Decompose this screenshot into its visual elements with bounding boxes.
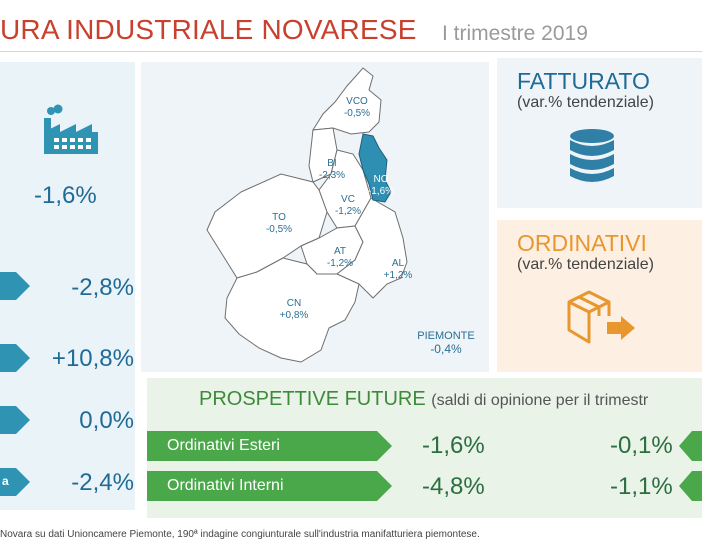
ordinativi-esteri-value-2: -0,1% — [610, 432, 673, 459]
ordinativi-interni-value-2: -1,1% — [610, 473, 673, 500]
source-note: Novara su dati Unioncamere Piemonte, 190… — [0, 529, 480, 540]
indicator-tab-2 — [0, 344, 30, 372]
map-region-cn — [224, 257, 360, 363]
box-icon — [567, 290, 635, 344]
map-label-cn: CN +0,8% — [279, 298, 309, 321]
fatturato-panel: FATTURATO (var.% tendenziale) — [497, 58, 702, 208]
map-label-al: AL +1,2% — [383, 258, 413, 281]
map-label-vc: VC -1,2% — [334, 194, 362, 217]
header-divider — [0, 51, 702, 52]
ordinativi-interni-tab: Ordinativi Interni — [147, 471, 392, 501]
prospettive-title: PROSPETTIVE FUTURE (saldi di opinione pe… — [199, 388, 649, 410]
piemonte-map — [206, 67, 408, 363]
ordinativi-esteri-value: -1,6% — [422, 432, 485, 459]
indicator-value-1: -2,8% — [71, 274, 134, 301]
ordinativi-esteri-tab: Ordinativi Esteri — [147, 431, 392, 461]
indicator-value-3: 0,0% — [79, 407, 134, 434]
map-label-at: AT -1,2% — [326, 246, 354, 269]
map-label-to: TO -0,5% — [265, 212, 293, 235]
fatturato-title: FATTURATO — [517, 68, 650, 94]
ordinativi-interni-arrow — [679, 471, 702, 501]
production-value: -1,6% — [34, 182, 97, 209]
ordinativi-interni-value: -4,8% — [422, 473, 485, 500]
map-label-piemonte: PIEMONTE -0,4% — [417, 330, 475, 356]
map-region-al — [336, 197, 408, 299]
ordinativi-title: ORDINATIVI — [517, 230, 647, 256]
map-region-bi — [308, 127, 338, 183]
factory-icon — [44, 104, 98, 154]
ordinativi-esteri-arrow — [679, 431, 702, 461]
prospettive-panel: PROSPETTIVE FUTURE (saldi di opinione pe… — [147, 378, 702, 518]
map-label-bi: BI -2,3% — [318, 158, 346, 181]
map-label-no: NO -1,6% — [367, 174, 395, 197]
map-region-no — [358, 133, 392, 203]
indicator-tab-3 — [0, 406, 30, 434]
indicator-value-2: +10,8% — [51, 345, 134, 372]
indicator-value-4: -2,4% — [71, 469, 134, 496]
page-title: URA INDUSTRIALE NOVARESE — [0, 14, 417, 45]
map-label-vco: VCO -0,5% — [343, 96, 371, 119]
ordinativi-panel: ORDINATIVI (var.% tendenziale) — [497, 220, 702, 372]
ordinativi-subtitle: (var.% tendenziale) — [517, 256, 654, 273]
indicator-tab-4: a — [0, 468, 30, 496]
indicator-tab-1 — [0, 272, 30, 300]
page-subtitle: I trimestre 2019 — [442, 22, 588, 45]
fatturato-subtitle: (var.% tendenziale) — [517, 94, 654, 111]
database-icon — [570, 129, 614, 182]
map-region-vco — [312, 67, 382, 135]
